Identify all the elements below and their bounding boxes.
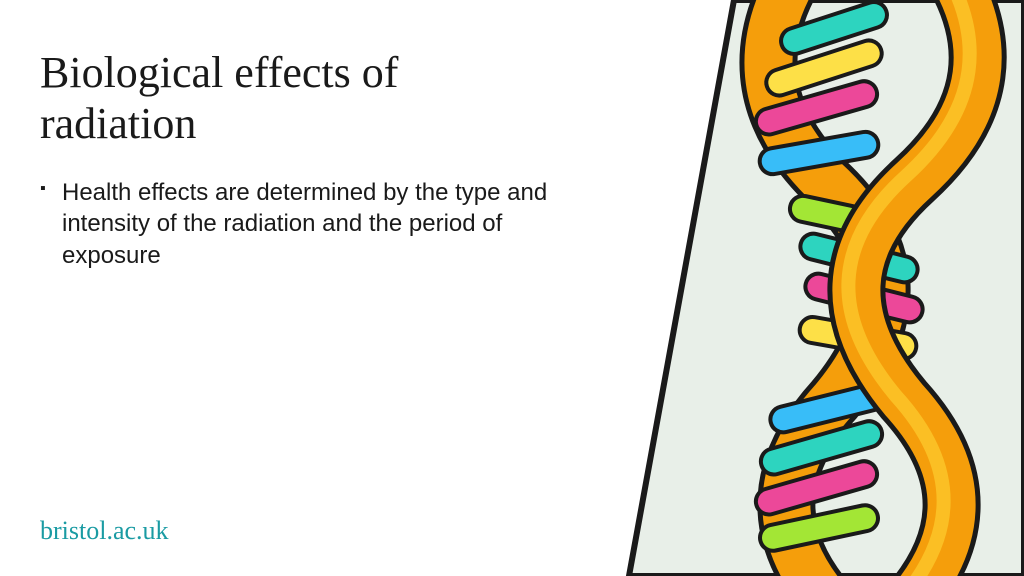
- footer-url: bristol.ac.uk: [40, 516, 169, 546]
- slide-title: Biological effects of radiation: [40, 48, 560, 149]
- bullet-item: Health effects are determined by the typ…: [40, 177, 560, 271]
- dna-helix-graphic: [604, 0, 1024, 576]
- slide: Biological effects of radiation Health e…: [0, 0, 1024, 576]
- content-area: Biological effects of radiation Health e…: [40, 48, 560, 271]
- bullet-list: Health effects are determined by the typ…: [40, 177, 560, 271]
